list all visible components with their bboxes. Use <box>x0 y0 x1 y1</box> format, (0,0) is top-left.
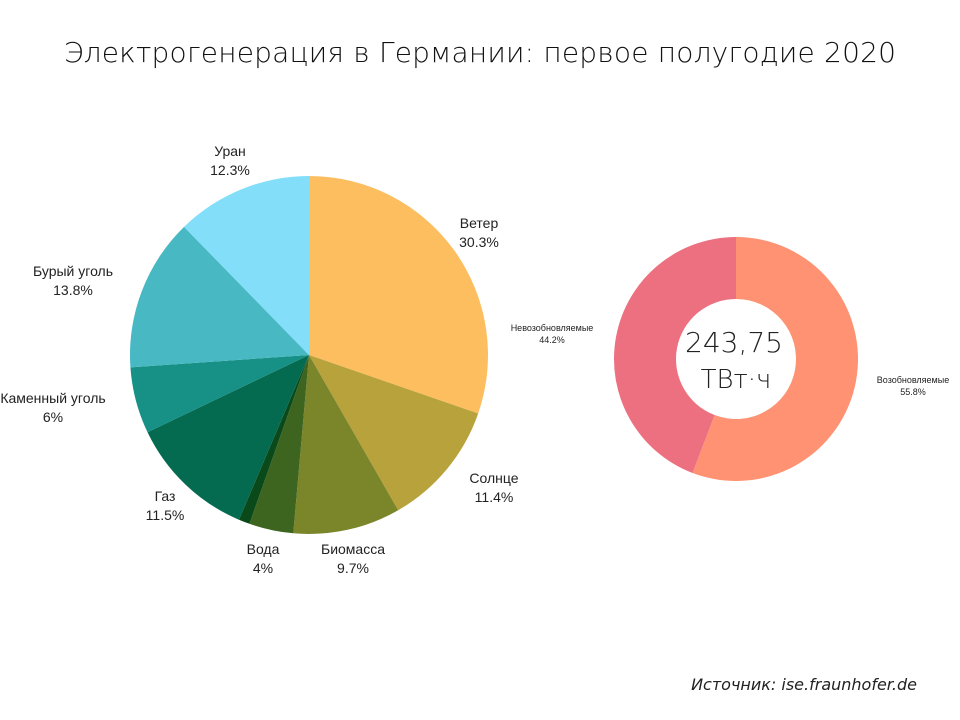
pie-label: Биомасса 9.7% <box>321 541 385 576</box>
pie-label: Вода 4% <box>247 541 280 576</box>
slice-value-label: 6% <box>43 409 63 425</box>
pie-slice-Ветер <box>309 176 488 414</box>
slice-label: Невозобновляемые <box>511 323 594 333</box>
donut-label: Невозобновляемые 44.2% <box>511 323 594 345</box>
pie-slice-Бурый уголь <box>130 226 309 368</box>
slice-label: Уран <box>214 143 246 159</box>
slice-label: Биомасса <box>321 541 385 557</box>
pie-slice-Солнце <box>309 355 479 511</box>
pie-label: Газ 11.5% <box>146 488 185 523</box>
slice-label: Вода <box>247 541 280 557</box>
pie-label: Бурый уголь 13.8% <box>33 263 113 298</box>
slice-label: Возобновляемые <box>877 375 949 385</box>
slice-label: Солнце <box>469 470 518 486</box>
pie-slice-other <box>238 355 309 524</box>
donut-label: Возобновляемые 55.8% <box>877 375 949 397</box>
slice-value-label: 44.2% <box>539 335 565 345</box>
source-note: Источник: ise.fraunhofer.de <box>691 675 917 694</box>
donut-slice-1 <box>614 237 736 473</box>
slice-label: Каменный уголь <box>0 390 105 406</box>
pie-label: Уран 12.3% <box>210 143 250 178</box>
chart-title: Электрогенерация в Германии: первое полу… <box>63 36 897 69</box>
pie-label: Ветер 30.3% <box>459 215 499 250</box>
slice-value-label: 30.3% <box>459 234 499 250</box>
pie-slice-Газ <box>147 355 309 520</box>
pie-slice-Вода <box>249 355 309 534</box>
pie-slice-Каменный уголь <box>130 355 309 433</box>
slice-label: Бурый уголь <box>33 263 113 279</box>
donut-center-value: 243,75 <box>685 326 783 359</box>
slice-value-label: 13.8% <box>53 282 93 298</box>
pie-slice-Биомасса <box>293 355 399 534</box>
slice-label: Газ <box>155 488 176 504</box>
donut-slice-0 <box>692 236 859 482</box>
slice-value-label: 4% <box>253 560 273 576</box>
slice-value-label: 11.4% <box>475 489 514 505</box>
donut-center-unit: ТВт·ч <box>701 365 772 395</box>
slice-value-label: 55.8% <box>900 387 926 397</box>
slice-label: Ветер <box>460 215 499 231</box>
pie-label: Солнце 11.4% <box>469 470 518 505</box>
pie-label: Каменный уголь 6% <box>0 390 105 425</box>
slice-value-label: 9.7% <box>337 560 369 576</box>
slice-value-label: 12.3% <box>210 162 250 178</box>
slice-value-label: 11.5% <box>146 507 185 523</box>
pie-slice-Уран <box>184 176 309 355</box>
